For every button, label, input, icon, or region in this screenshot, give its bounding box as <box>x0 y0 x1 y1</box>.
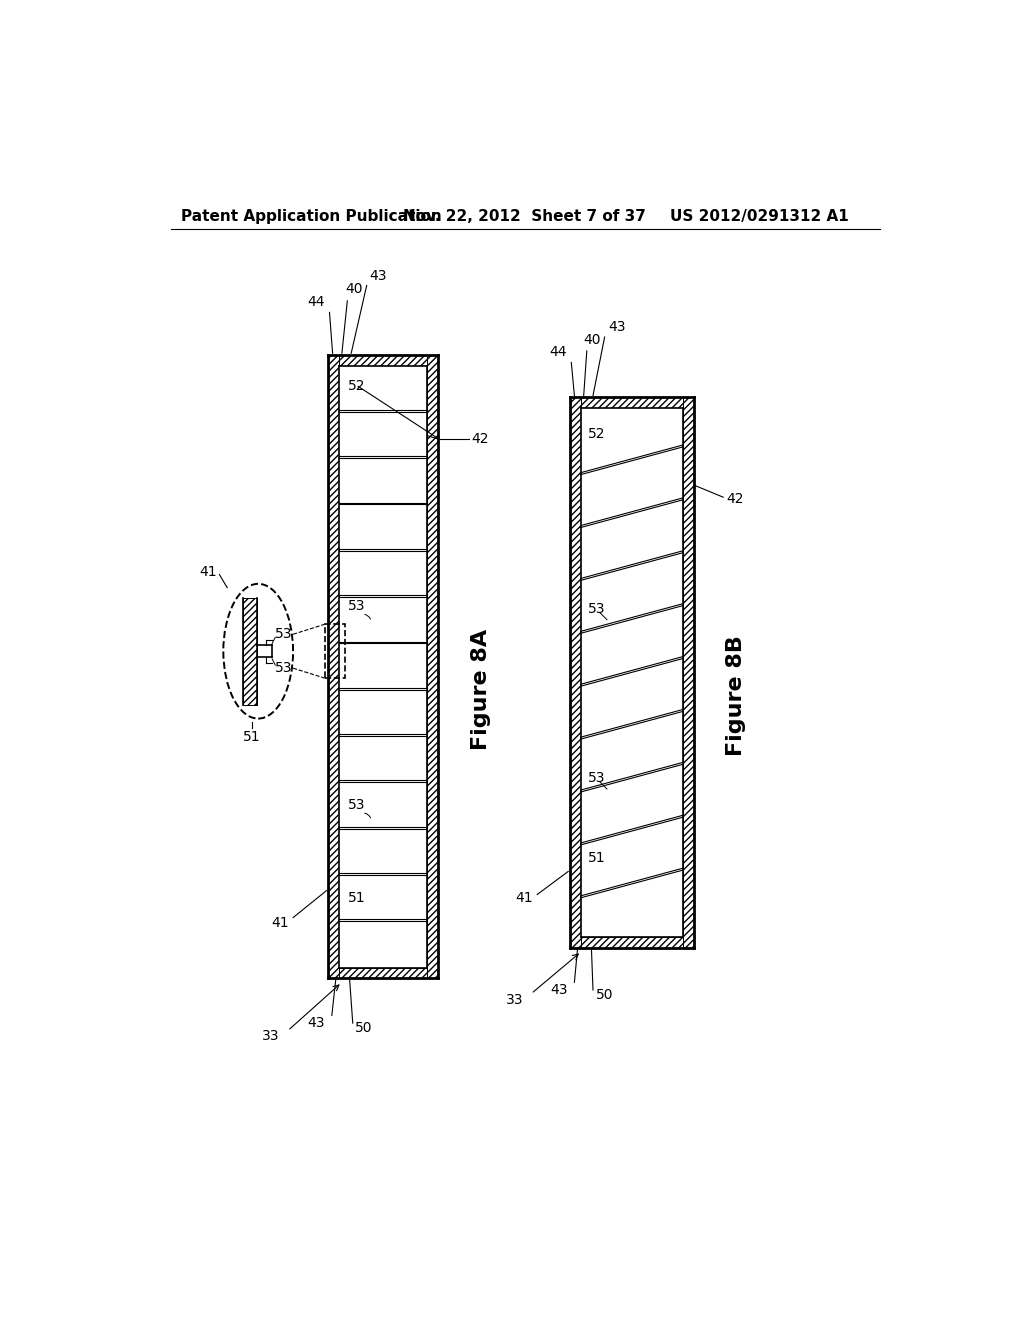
Text: 52: 52 <box>348 379 366 393</box>
Bar <box>683 397 693 948</box>
Bar <box>328 355 438 366</box>
Bar <box>569 397 693 408</box>
Bar <box>581 408 683 937</box>
Text: 43: 43 <box>307 1016 325 1030</box>
Text: 53: 53 <box>589 771 606 785</box>
Text: 41: 41 <box>200 565 217 579</box>
Text: 51: 51 <box>243 730 261 744</box>
Bar <box>328 355 339 978</box>
Text: 33: 33 <box>262 1030 280 1043</box>
Bar <box>325 624 345 678</box>
Text: Nov. 22, 2012  Sheet 7 of 37: Nov. 22, 2012 Sheet 7 of 37 <box>403 209 646 223</box>
Text: Patent Application Publication: Patent Application Publication <box>180 209 441 223</box>
Text: US 2012/0291312 A1: US 2012/0291312 A1 <box>671 209 849 223</box>
Text: 41: 41 <box>271 916 289 931</box>
Text: Figure 8B: Figure 8B <box>726 635 746 756</box>
Text: Figure 8A: Figure 8A <box>471 630 490 750</box>
Text: 41: 41 <box>515 891 532 906</box>
Text: 40: 40 <box>584 333 601 347</box>
Text: 44: 44 <box>549 345 566 359</box>
Text: 50: 50 <box>596 989 613 1002</box>
Text: 33: 33 <box>506 993 523 1007</box>
Text: 53: 53 <box>275 661 293 675</box>
Text: 42: 42 <box>471 433 488 446</box>
Bar <box>243 598 257 705</box>
Text: 43: 43 <box>608 319 626 334</box>
Text: 51: 51 <box>589 850 606 865</box>
Text: 53: 53 <box>275 627 293 642</box>
Text: 44: 44 <box>307 294 325 309</box>
Bar <box>339 366 427 968</box>
Text: 40: 40 <box>345 282 362 296</box>
Text: 53: 53 <box>348 799 366 812</box>
Text: 43: 43 <box>551 983 568 997</box>
Bar <box>328 968 438 978</box>
Bar <box>427 355 438 978</box>
Bar <box>569 937 693 948</box>
Text: 50: 50 <box>355 1022 373 1035</box>
Text: 42: 42 <box>726 492 743 506</box>
Text: 51: 51 <box>348 891 366 906</box>
Ellipse shape <box>223 583 293 718</box>
Text: 53: 53 <box>348 599 366 614</box>
Bar <box>569 397 581 948</box>
Text: 53: 53 <box>589 602 606 616</box>
Text: 52: 52 <box>589 428 606 441</box>
Text: 43: 43 <box>370 269 387 284</box>
